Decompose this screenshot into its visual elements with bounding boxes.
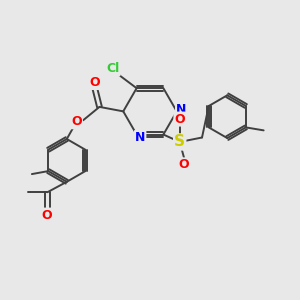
Text: O: O [174,112,185,126]
Text: O: O [71,115,82,128]
Text: Cl: Cl [106,62,119,75]
Text: O: O [179,158,190,171]
Text: O: O [90,76,100,89]
Text: O: O [42,208,52,222]
Text: N: N [135,131,146,144]
Text: S: S [174,134,185,149]
Text: N: N [176,103,186,116]
